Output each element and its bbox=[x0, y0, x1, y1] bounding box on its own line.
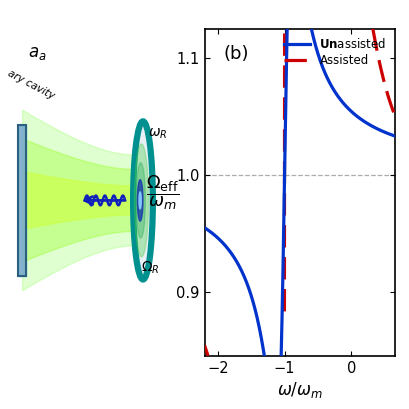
Y-axis label: $\dfrac{\Omega_{\mathrm{eff}}}{\omega_m}$: $\dfrac{\Omega_{\mathrm{eff}}}{\omega_m}… bbox=[146, 173, 179, 211]
Ellipse shape bbox=[136, 163, 146, 238]
Text: $\Omega_R$: $\Omega_R$ bbox=[141, 260, 160, 276]
Bar bbox=[18, 125, 26, 276]
Ellipse shape bbox=[133, 121, 153, 279]
Polygon shape bbox=[22, 139, 147, 262]
Text: $\omega_R$: $\omega_R$ bbox=[148, 126, 167, 141]
Text: $a_a$: $a_a$ bbox=[28, 45, 47, 63]
Polygon shape bbox=[22, 172, 147, 229]
Polygon shape bbox=[22, 110, 147, 291]
X-axis label: $\omega/\omega_m$: $\omega/\omega_m$ bbox=[276, 380, 323, 400]
Text: (b): (b) bbox=[223, 45, 249, 63]
Text: ary cavity: ary cavity bbox=[6, 68, 56, 101]
Bar bbox=[18, 125, 26, 276]
Ellipse shape bbox=[137, 180, 143, 221]
Legend: $\mathbf{Un}$assisted, Assisted: $\mathbf{Un}$assisted, Assisted bbox=[279, 32, 391, 72]
Ellipse shape bbox=[139, 192, 141, 209]
Ellipse shape bbox=[135, 144, 148, 257]
